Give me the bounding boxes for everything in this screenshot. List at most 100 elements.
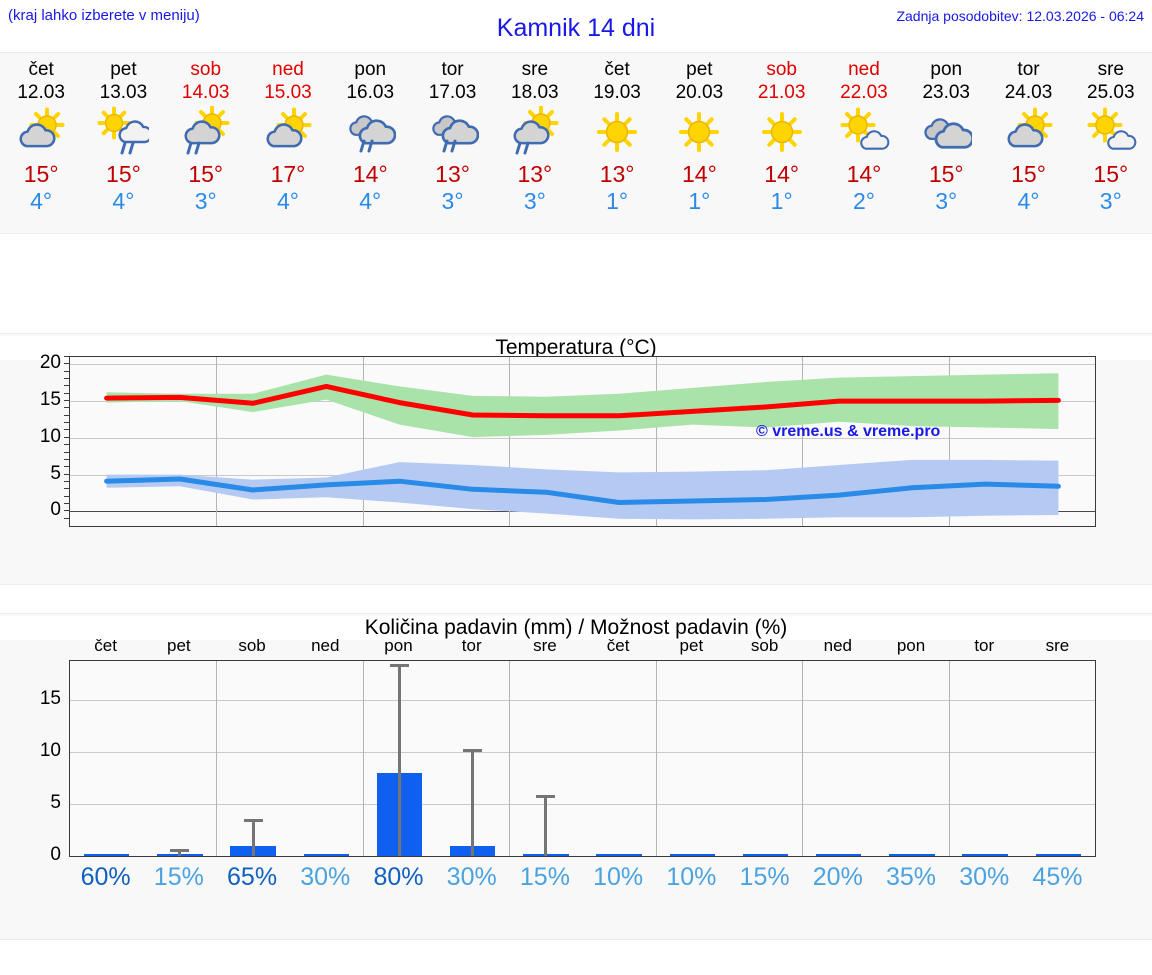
day-column[interactable]: pon 16.03 14° 4° <box>329 53 411 233</box>
menu-hint-text: (kraj lahko izberete v meniju) <box>8 7 200 24</box>
y-axis-tick <box>64 378 69 380</box>
y-axis-tick <box>64 510 69 512</box>
day-max-temp: 15° <box>1093 161 1129 187</box>
day-min-temp: 4° <box>30 188 53 214</box>
day-column[interactable]: ned 22.03 14° 2° <box>823 53 905 233</box>
day-date-label: 14.03 <box>181 82 230 103</box>
day-column[interactable]: tor 17.03 13° 3° <box>411 53 493 233</box>
precipitation-probability-label: 30% <box>446 863 497 891</box>
day-column[interactable]: pon 23.03 15° 3° <box>905 53 987 233</box>
sun-icon <box>673 106 725 158</box>
cloudy-icon <box>920 106 973 158</box>
gridline-vertical <box>509 661 511 856</box>
day-min-temp: 3° <box>1099 188 1122 214</box>
gridline-vertical <box>655 661 657 856</box>
day-date-label: 21.03 <box>757 82 806 103</box>
day-of-week-label: sob <box>766 59 797 80</box>
day-column[interactable]: ned 15.03 17° 4° <box>247 53 329 233</box>
gridline-vertical <box>655 357 657 526</box>
y-axis-tick <box>64 400 69 402</box>
gridline <box>70 700 1095 702</box>
day-of-week-label: sre <box>1097 59 1124 80</box>
page-title: Kamnik 14 dni <box>496 14 656 42</box>
sun-icon <box>756 106 808 158</box>
precipitation-probability-label: 15% <box>153 863 204 891</box>
precipitation-day-label: pet <box>167 636 191 655</box>
last-updated-text: Zadnja posodobitev: 12.03.2026 - 06:24 <box>896 8 1144 24</box>
y-axis-tick-label: 10 <box>39 740 61 762</box>
day-column[interactable]: pet 13.03 15° 4° <box>82 53 164 233</box>
precipitation-day-label: ned <box>311 636 340 655</box>
y-axis-tick-label: 20 <box>39 352 61 374</box>
gridline <box>70 752 1095 754</box>
day-min-temp: 2° <box>852 188 875 214</box>
precipitation-day-label: čet <box>606 636 630 655</box>
day-min-temp: 3° <box>441 188 464 214</box>
precipitation-bar <box>303 853 349 856</box>
day-max-temp: 13° <box>517 161 553 187</box>
day-column[interactable]: sob 21.03 14° 1° <box>741 53 823 233</box>
y-axis-tick <box>64 385 69 387</box>
precipitation-bar <box>669 853 716 856</box>
error-bar <box>251 818 255 856</box>
day-date-label: 18.03 <box>511 82 559 103</box>
precipitation-probability-label: 30% <box>300 863 351 891</box>
day-column[interactable]: čet 12.03 15° 4° <box>0 53 82 233</box>
day-column[interactable]: sre 18.03 13° 3° <box>494 53 576 233</box>
y-axis-tick <box>64 422 69 424</box>
sun-small-cloud-icon <box>838 106 890 158</box>
day-max-temp: 15° <box>106 161 141 187</box>
temperature-plot-area <box>69 356 1096 527</box>
day-min-temp: 1° <box>606 188 629 214</box>
precipitation-probability-label: 45% <box>1032 863 1083 891</box>
precipitation-day-label: pon <box>896 636 926 655</box>
precipitation-day-label: ned <box>823 636 852 655</box>
gridline <box>70 437 1095 439</box>
day-date-label: 23.03 <box>922 82 970 103</box>
day-min-temp: 4° <box>112 188 135 214</box>
day-date-label: 16.03 <box>346 82 395 103</box>
day-max-temp: 14° <box>846 161 882 187</box>
y-axis-tick <box>64 488 69 490</box>
day-max-temp: 15° <box>23 161 59 187</box>
day-max-temp: 15° <box>1011 161 1046 187</box>
error-bar-cap <box>243 818 263 822</box>
day-max-temp: 15° <box>928 161 964 187</box>
day-min-temp: 1° <box>770 188 793 214</box>
precipitation-day-label: čet <box>94 636 117 655</box>
precipitation-probability-label: 15% <box>519 863 570 891</box>
day-of-week-label: tor <box>441 59 464 80</box>
gridline-vertical <box>802 661 804 856</box>
day-of-week-label: čet <box>28 59 54 80</box>
watermark-text: © vreme.us & vreme.pro <box>756 423 941 440</box>
day-of-week-label: čet <box>604 59 630 80</box>
precipitation-day-label: tor <box>461 636 482 655</box>
precipitation-probability-label: 35% <box>885 863 937 891</box>
daily-forecast-strip: čet 12.03 15° 4° pet 13.03 15° 4° sob 14.03 15° 3° n… <box>0 52 1152 234</box>
day-column[interactable]: pet 20.03 14° 1° <box>658 53 740 233</box>
day-max-temp: 14° <box>764 161 800 187</box>
y-axis-tick <box>64 502 69 504</box>
precipitation-chart-section: Količina padavin (mm) / Možnost padavin … <box>0 613 1152 940</box>
day-column[interactable]: sob 14.03 15° 3° <box>165 53 247 233</box>
precipitation-probability-row: 60% 15% 65% 30% 80% 30% 15% 10% 10% 15% 20% 35% 30% 4… <box>69 863 1094 892</box>
day-min-temp: 4° <box>276 188 299 214</box>
day-of-week-label: tor <box>1017 59 1040 80</box>
day-column[interactable]: sre 25.03 15° 3° <box>1070 53 1152 233</box>
y-axis-tick-label: 0 <box>50 844 61 865</box>
partly-cloudy-icon <box>1003 106 1055 158</box>
day-column[interactable]: tor 24.03 15° 4° <box>987 53 1069 233</box>
y-axis-tick <box>64 429 69 431</box>
day-min-temp: 3° <box>194 188 217 214</box>
day-date-label: 19.03 <box>593 82 641 103</box>
y-axis-tick-label: 10 <box>39 425 61 447</box>
y-axis-tick <box>64 356 69 357</box>
day-column[interactable]: čet 19.03 13° 1° <box>576 53 658 233</box>
y-axis-tick <box>64 495 69 497</box>
sun-icon <box>591 106 643 158</box>
y-axis-tick <box>64 458 69 460</box>
temperature-chart-section: Temperatura (°C) 0 5 10 15 20 © vreme.us & v… <box>0 333 1152 585</box>
temperature-series <box>104 373 1061 520</box>
gridline-vertical <box>362 357 364 526</box>
y-axis-tick <box>64 451 69 453</box>
